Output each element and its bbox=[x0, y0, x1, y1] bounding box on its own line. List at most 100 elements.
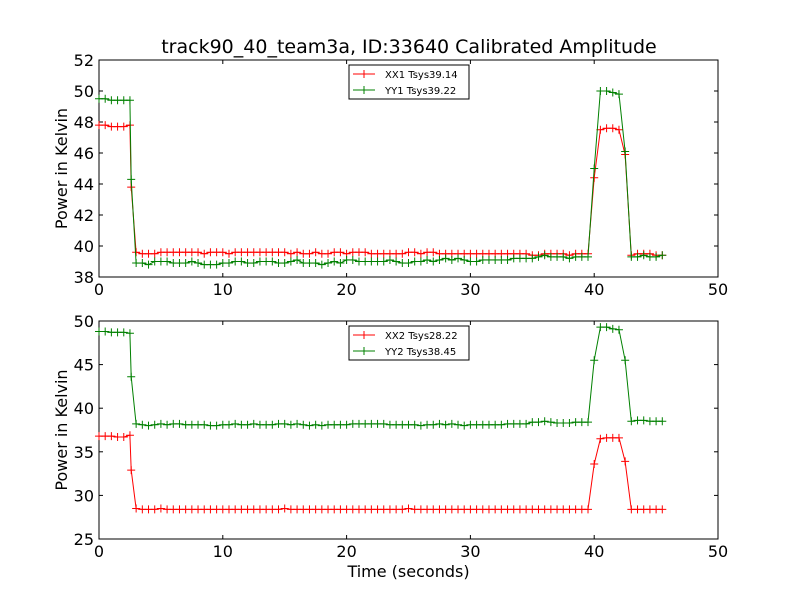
data-point-marker bbox=[119, 432, 128, 441]
data-point-marker bbox=[379, 257, 388, 266]
x-tick-label: 50 bbox=[708, 542, 728, 561]
data-point-marker bbox=[101, 327, 110, 336]
data-point-marker bbox=[627, 417, 636, 426]
data-point-marker bbox=[497, 420, 506, 429]
data-point-marker bbox=[150, 420, 159, 429]
data-point-marker bbox=[534, 252, 543, 261]
y-tick-label: 46 bbox=[74, 144, 94, 163]
data-point-marker bbox=[224, 249, 233, 258]
data-point-marker bbox=[361, 248, 370, 257]
data-point-marker bbox=[311, 420, 320, 429]
data-point-marker bbox=[460, 255, 469, 264]
data-point-marker bbox=[286, 257, 295, 266]
series-yy bbox=[95, 87, 667, 269]
data-point-marker bbox=[305, 421, 314, 430]
data-point-marker bbox=[144, 421, 153, 430]
legend-swatch-marker bbox=[360, 347, 368, 355]
data-point-marker bbox=[224, 420, 233, 429]
data-point-marker bbox=[175, 419, 184, 428]
data-point-marker bbox=[127, 175, 136, 184]
data-point-marker bbox=[385, 255, 394, 264]
data-point-marker bbox=[435, 255, 444, 264]
data-point-marker bbox=[330, 257, 339, 266]
data-point-marker bbox=[590, 164, 599, 173]
legend-swatch-marker bbox=[360, 86, 368, 94]
data-point-marker bbox=[336, 248, 345, 257]
data-point-marker bbox=[590, 460, 599, 469]
data-point-marker bbox=[212, 260, 221, 269]
data-point-marker bbox=[293, 248, 302, 257]
data-point-marker bbox=[608, 324, 617, 333]
data-point-marker bbox=[200, 420, 209, 429]
data-point-marker bbox=[639, 251, 648, 260]
data-point-marker bbox=[342, 420, 351, 429]
data-point-marker bbox=[231, 419, 240, 428]
data-point-marker bbox=[540, 251, 549, 260]
y-tick-label: 40 bbox=[74, 399, 94, 418]
data-point-marker bbox=[658, 417, 667, 426]
data-point-marker bbox=[658, 251, 667, 260]
data-point-marker bbox=[280, 504, 289, 513]
y-tick-label: 45 bbox=[74, 356, 94, 375]
data-point-marker bbox=[416, 421, 425, 430]
data-point-marker bbox=[584, 252, 593, 261]
legend-label: YY2 Tsys38.45 bbox=[384, 347, 456, 358]
data-point-marker bbox=[447, 255, 456, 264]
legend-label: YY1 Tsys39.22 bbox=[384, 86, 456, 97]
data-point-marker bbox=[528, 254, 537, 263]
data-point-marker bbox=[107, 432, 116, 441]
data-point-marker bbox=[596, 434, 605, 443]
data-point-marker bbox=[559, 252, 568, 261]
x-tick-label: 10 bbox=[213, 542, 233, 561]
data-point-marker bbox=[379, 419, 388, 428]
data-point-marker bbox=[132, 419, 141, 428]
y-tick-label: 48 bbox=[74, 113, 94, 132]
legend-box bbox=[348, 325, 470, 361]
y-tick-label: 25 bbox=[74, 530, 94, 549]
data-point-marker bbox=[540, 417, 549, 426]
data-point-marker bbox=[441, 420, 450, 429]
data-point-marker bbox=[293, 255, 302, 264]
series-xx bbox=[95, 431, 667, 514]
x-tick-label: 30 bbox=[460, 280, 480, 299]
data-point-marker bbox=[163, 420, 172, 429]
legend: XX1 Tsys39.14 YY1 Tsys39.22 bbox=[348, 64, 470, 100]
data-point-marker bbox=[181, 259, 190, 268]
data-point-marker bbox=[423, 255, 432, 264]
data-point-marker bbox=[286, 420, 295, 429]
x-tick-label: 0 bbox=[94, 542, 104, 561]
data-point-marker bbox=[348, 255, 357, 264]
data-point-marker bbox=[194, 259, 203, 268]
data-point-marker bbox=[503, 255, 512, 264]
x-tick-label: 50 bbox=[708, 280, 728, 299]
data-point-marker bbox=[119, 122, 128, 131]
data-point-marker bbox=[546, 418, 555, 427]
data-point-marker bbox=[127, 466, 136, 475]
data-point-marker bbox=[584, 418, 593, 427]
data-point-marker bbox=[404, 504, 413, 513]
data-point-marker bbox=[602, 87, 611, 95]
data-point-marker bbox=[138, 259, 147, 268]
data-point-marker bbox=[101, 94, 110, 103]
data-point-marker bbox=[454, 420, 463, 429]
data-point-marker bbox=[565, 419, 574, 428]
data-point-marker bbox=[144, 260, 153, 269]
y-axis-label: Power in Kelvin bbox=[52, 369, 71, 490]
data-point-marker bbox=[194, 248, 203, 257]
data-point-marker bbox=[324, 259, 333, 268]
top-plot: 0 10 20 30 40 50 38 40 42 44 46 48 50 52 Power in Kelv… bbox=[52, 51, 728, 299]
x-tick-label: 40 bbox=[584, 542, 604, 561]
data-point-marker bbox=[392, 257, 401, 266]
data-point-marker bbox=[218, 248, 227, 257]
x-tick-label: 40 bbox=[584, 280, 604, 299]
y-tick-label: 40 bbox=[74, 237, 94, 256]
data-point-marker bbox=[429, 248, 438, 257]
data-point-marker bbox=[614, 90, 623, 99]
data-point-marker bbox=[416, 257, 425, 266]
data-point-marker bbox=[441, 254, 450, 263]
data-point-marker bbox=[621, 457, 630, 466]
data-point-marker bbox=[336, 259, 345, 268]
data-point-marker bbox=[460, 421, 469, 430]
y-tick-label: 52 bbox=[74, 51, 94, 70]
